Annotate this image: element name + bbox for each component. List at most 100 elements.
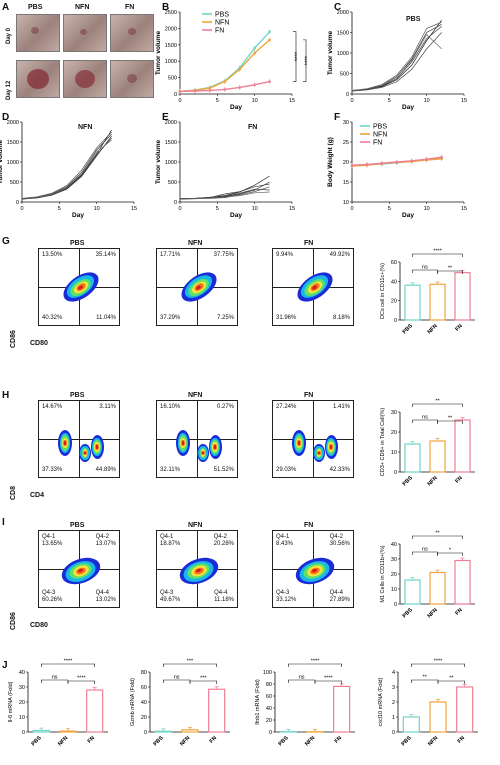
legend-label-B: FN (215, 28, 224, 35)
data-point-F (350, 164, 354, 168)
sig-label-G-bar: **** (433, 249, 442, 255)
sig-bracket-J2 (163, 679, 191, 683)
y-tick-label-J3: 20 (266, 718, 272, 724)
sig-bracket-I-bar (412, 535, 463, 539)
facs-plot: Q4-1 18.87% Q4-2 20.28% Q4-3 49.67% Q4-4 11… (156, 530, 238, 608)
x-tick-label-C: 15 (461, 98, 467, 104)
y-tick-label-C: 1000 (337, 51, 349, 57)
x-tick-label-J1: FN (87, 735, 96, 744)
bar-J4 (456, 686, 474, 733)
bar-J4 (402, 716, 420, 733)
panel-label-b: B (162, 2, 170, 13)
quadrant-percent: 27.24% (276, 404, 297, 410)
facs-plot: 14.67% 3.11% 37.33% 44.89% (38, 400, 120, 478)
quadrant-percent: 37.33% (42, 467, 63, 473)
x-tick-label-J1: PBS (31, 735, 43, 747)
title-d: NFN (78, 124, 93, 131)
mouse-photo-nfn-day12 (63, 60, 107, 98)
data-point-F (440, 155, 443, 159)
panel-label-i: I (2, 517, 5, 528)
y-tick-label-F: 30 (343, 120, 349, 126)
y-tick-label-B: 2000 (165, 26, 177, 32)
facs-x-axis-label: CD80 (30, 340, 48, 347)
facs-gate-h (39, 439, 119, 440)
sig-label-J1: **** (77, 676, 86, 682)
facs-plot: 17.71% 37.75% 37.29% 7.25% (156, 248, 238, 326)
sig-label-J2: ns (174, 675, 180, 681)
facs-title: FN (304, 522, 314, 529)
data-point-B (253, 46, 256, 50)
series-line-D (21, 137, 112, 200)
data-point-F (350, 163, 354, 167)
quadrant-percent: 35.14% (95, 252, 116, 258)
series-line-C (351, 21, 442, 91)
photo-row-day0: Day 0 (6, 27, 12, 44)
data-point-B (238, 86, 242, 89)
y-tick-label-D: 1500 (7, 140, 19, 146)
panel-label-j: J (2, 660, 8, 671)
sig-bracket-G-bar (437, 270, 463, 274)
density-blob (318, 451, 320, 455)
y-tick-label-C: 500 (340, 72, 349, 78)
density-blob (202, 451, 204, 455)
data-point-F (440, 157, 443, 161)
x-tick-label-G-bar: NFN (427, 323, 439, 335)
quadrant-percent: Q4-4 27.89% (329, 590, 350, 603)
bar-J2 (154, 730, 172, 733)
series-line-E (179, 186, 270, 200)
density-blob (96, 445, 98, 449)
x-tick-label-H-bar: NFN (427, 475, 439, 487)
quadrant-percent: 44.89% (95, 467, 116, 473)
quadrant-percent: Q4-2 13.07% (95, 534, 116, 547)
data-point-B (238, 66, 242, 70)
y-tick-label-F: 15 (343, 180, 349, 186)
facs-plot: 13.50% 35.14% 40.32% 11.04% (38, 248, 120, 326)
sig-bracket-J1 (67, 680, 95, 684)
y-tick-label-E: 1500 (165, 140, 177, 146)
sig-label-B: **** (295, 51, 301, 61)
data-point-F (365, 163, 369, 167)
bar-J2 (208, 688, 226, 733)
legend-label-F: FN (373, 140, 382, 147)
panel-label-g: G (2, 236, 10, 247)
bar-G-bar (429, 283, 446, 321)
y-tick-label-H-bar: 10 (391, 450, 397, 456)
legend-label-F: PBS (373, 124, 387, 131)
facs-plot: 27.24% 1.41% 29.03% 42.33% (272, 400, 354, 478)
quadrant-percent: 29.03% (276, 467, 297, 473)
facs-plot: 16.10% 0.27% 32.11% 51.52% (156, 400, 238, 478)
x-tick-label-J4: FN (457, 735, 466, 744)
sig-label-J4: ** (423, 675, 428, 681)
bar-I-bar (454, 559, 471, 605)
facs-x-axis-label: CD80 (30, 622, 48, 629)
y-axis-label-D: Tumor volume (0, 139, 4, 184)
y-axis-label-F: Body Weight (g) (327, 137, 334, 187)
data-point-F (365, 163, 369, 167)
data-point-B (223, 79, 227, 83)
series-line-D (21, 139, 112, 200)
panel-label-e: E (162, 112, 169, 123)
x-tick-label-B: 0 (178, 98, 181, 104)
sig-bracket-J4 (411, 663, 465, 667)
title-c: PBS (406, 16, 421, 23)
y-tick-label-I-bar: 40 (391, 542, 397, 548)
x-tick-label-I-bar: NFN (427, 607, 439, 619)
quadrant-percent: 1.41% (332, 404, 350, 410)
y-tick-label-B: 500 (168, 76, 177, 82)
density-blob (298, 441, 300, 445)
facs-plot: Q4-1 13.65% Q4-2 13.07% Q4-3 60.26% Q4-4 13… (38, 530, 120, 608)
series-line-C (351, 33, 442, 92)
sig-label-G-bar: ** (448, 266, 453, 272)
sig-label-J2: *** (187, 659, 194, 665)
data-point-B (178, 90, 182, 93)
photo-col-pbs: PBS (28, 4, 43, 11)
x-tick-label-J3: FN (334, 735, 343, 744)
y-tick-label-E: 0 (174, 200, 177, 206)
data-point-B (208, 86, 212, 90)
y-axis-label-G-bar: DCs cell in CD11c+(%) (380, 263, 386, 319)
series-line-E (179, 191, 270, 200)
photo-row-day12: Day 12 (6, 80, 12, 100)
series-line-B (179, 31, 271, 93)
y-tick-label-I-bar: 0 (394, 602, 397, 608)
density-blob (330, 445, 332, 449)
